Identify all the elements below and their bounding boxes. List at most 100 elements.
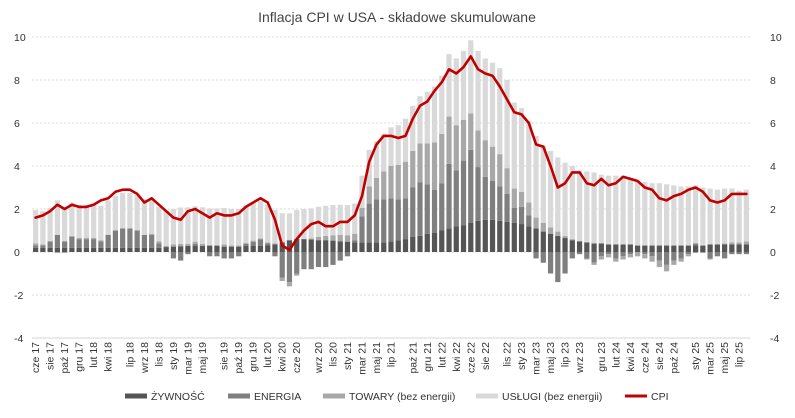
bar-segment (47, 247, 53, 252)
bar-segment (315, 236, 322, 241)
bar-segment (489, 62, 496, 147)
bar-segment (475, 130, 481, 168)
bar-segment (192, 245, 198, 252)
bar-segment (460, 225, 467, 252)
legend-label: ENERGIA (254, 391, 301, 403)
cpi-line-group (34, 55, 748, 252)
bar-segment (402, 239, 409, 252)
bar-segment (547, 233, 554, 252)
bar-segment (446, 116, 452, 164)
bar-segment (584, 252, 590, 259)
bar-segment (76, 204, 82, 239)
bar-segment (562, 235, 568, 239)
y-tick-label: 10 (14, 32, 26, 44)
y-axis-right: -4 -2 0 2 4 6 8 10 (770, 32, 782, 345)
bar-segment (540, 222, 546, 232)
bar-segment (649, 256, 655, 262)
bar-segment (729, 244, 735, 252)
bar-segment (344, 252, 351, 257)
bar-segment (446, 228, 452, 252)
x-tick-label: lut 22 (436, 342, 448, 368)
bar-segment (250, 202, 256, 241)
bar-segment (366, 149, 372, 187)
bar-segment (257, 200, 264, 239)
bar-segment (424, 233, 430, 252)
bar-segment (301, 252, 307, 270)
bar-segment (257, 239, 264, 246)
bar-segment (424, 143, 430, 185)
bar-segment (402, 161, 409, 199)
bar-segment (279, 277, 285, 282)
bar-segment (700, 252, 706, 254)
bar-segment (598, 243, 604, 252)
bar-segment (584, 171, 590, 243)
bar-segment (511, 222, 517, 252)
bar-segment (533, 135, 539, 218)
bar-segment (460, 119, 467, 161)
y-tick-label: 10 (770, 32, 782, 44)
bar-segment (337, 241, 343, 252)
bar-segment (163, 210, 169, 246)
x-tick-label: lut 18 (88, 342, 100, 368)
bar-segment (497, 154, 503, 187)
bar-segment (468, 149, 474, 223)
bar-segment (569, 166, 575, 240)
bar-segment (134, 230, 140, 248)
bar-segment (294, 210, 300, 240)
bar-segment (678, 186, 684, 246)
bar-segment (141, 199, 148, 235)
bar-segment (504, 168, 510, 194)
bar-segment (308, 238, 314, 240)
bar-segment (569, 239, 575, 241)
bar-segment (649, 245, 655, 252)
x-tick-label: wrz 23 (574, 342, 586, 374)
bar-segment (424, 184, 430, 234)
bar-segment (207, 252, 213, 257)
bar-segment (446, 163, 452, 229)
bar-segment (642, 245, 648, 252)
bar-segment (743, 244, 749, 252)
bar-segment (243, 245, 249, 252)
bar-segment (207, 245, 213, 252)
bar-segment (526, 215, 532, 227)
bar-segment (410, 150, 416, 188)
bar-segment (707, 188, 713, 245)
bar-segment (98, 205, 104, 241)
bar-segment (294, 273, 300, 276)
bar-segment (141, 234, 148, 248)
bar-segment (243, 242, 249, 244)
bar-segment (584, 258, 590, 260)
bar-segment (388, 127, 394, 166)
bar-segment (591, 243, 597, 252)
bar-segment (149, 233, 155, 235)
bar-segment (627, 254, 633, 258)
bar-segment (294, 239, 300, 252)
bar-segment (729, 188, 735, 243)
bar-segment (576, 170, 583, 242)
y-tick-label: 6 (770, 118, 776, 130)
legend-swatch (125, 393, 147, 399)
bar-segment (692, 243, 699, 246)
bar-segment (294, 252, 300, 274)
bar-segment (511, 207, 517, 223)
x-tick-label: lip 21 (386, 342, 398, 367)
bar-segment (62, 206, 68, 242)
bar-segment (417, 235, 423, 252)
bar-segment (526, 120, 532, 203)
bar-segment (663, 184, 670, 246)
x-tick-label: kwi 20 (277, 342, 289, 372)
bar-segment (199, 243, 206, 246)
bar-segment (69, 235, 75, 237)
bar-segment (112, 230, 119, 248)
bar-segment (330, 205, 336, 236)
bar-segment (511, 188, 517, 208)
bar-segment (482, 140, 488, 177)
bar-segment (228, 245, 235, 247)
bar-segment (410, 236, 416, 252)
bar-segment (323, 240, 329, 252)
bar-segment (453, 58, 459, 126)
bar-segment (547, 150, 554, 228)
bar-segment (40, 211, 46, 245)
bar-segment (671, 252, 677, 261)
bar-segment (736, 190, 742, 243)
